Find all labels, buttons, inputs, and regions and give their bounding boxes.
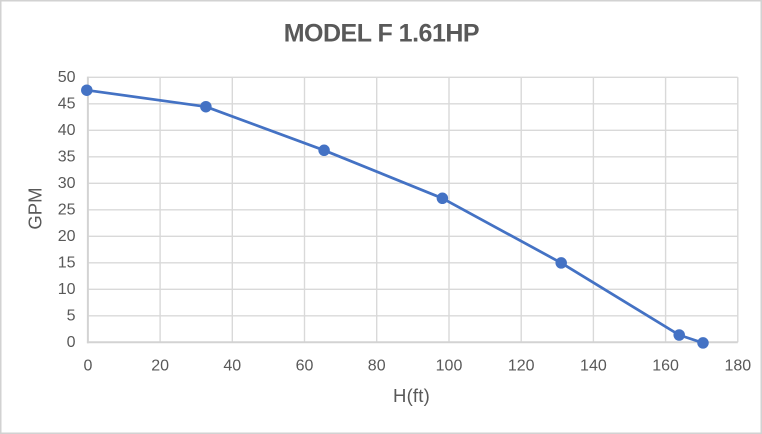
svg-text:5: 5 [67, 308, 76, 325]
svg-text:40: 40 [223, 358, 241, 375]
svg-text:35: 35 [58, 149, 76, 166]
svg-text:H(ft): H(ft) [393, 385, 430, 406]
svg-text:60: 60 [296, 358, 314, 375]
svg-text:40: 40 [58, 122, 76, 139]
svg-text:10: 10 [58, 281, 76, 298]
svg-text:180: 180 [724, 358, 751, 375]
svg-text:20: 20 [58, 228, 76, 245]
svg-text:45: 45 [58, 96, 76, 113]
svg-text:0: 0 [67, 334, 76, 351]
svg-text:120: 120 [508, 358, 535, 375]
svg-text:50: 50 [58, 69, 76, 86]
svg-text:0: 0 [83, 358, 92, 375]
svg-text:20: 20 [151, 358, 169, 375]
svg-text:MODEL F 1.61HP: MODEL F 1.61HP [284, 20, 479, 48]
svg-text:160: 160 [652, 358, 679, 375]
svg-text:GPM: GPM [25, 187, 46, 229]
svg-text:140: 140 [580, 358, 607, 375]
svg-text:30: 30 [58, 175, 76, 192]
svg-text:25: 25 [58, 202, 76, 219]
svg-text:15: 15 [58, 255, 76, 272]
svg-text:100: 100 [436, 358, 463, 375]
svg-text:80: 80 [368, 358, 386, 375]
